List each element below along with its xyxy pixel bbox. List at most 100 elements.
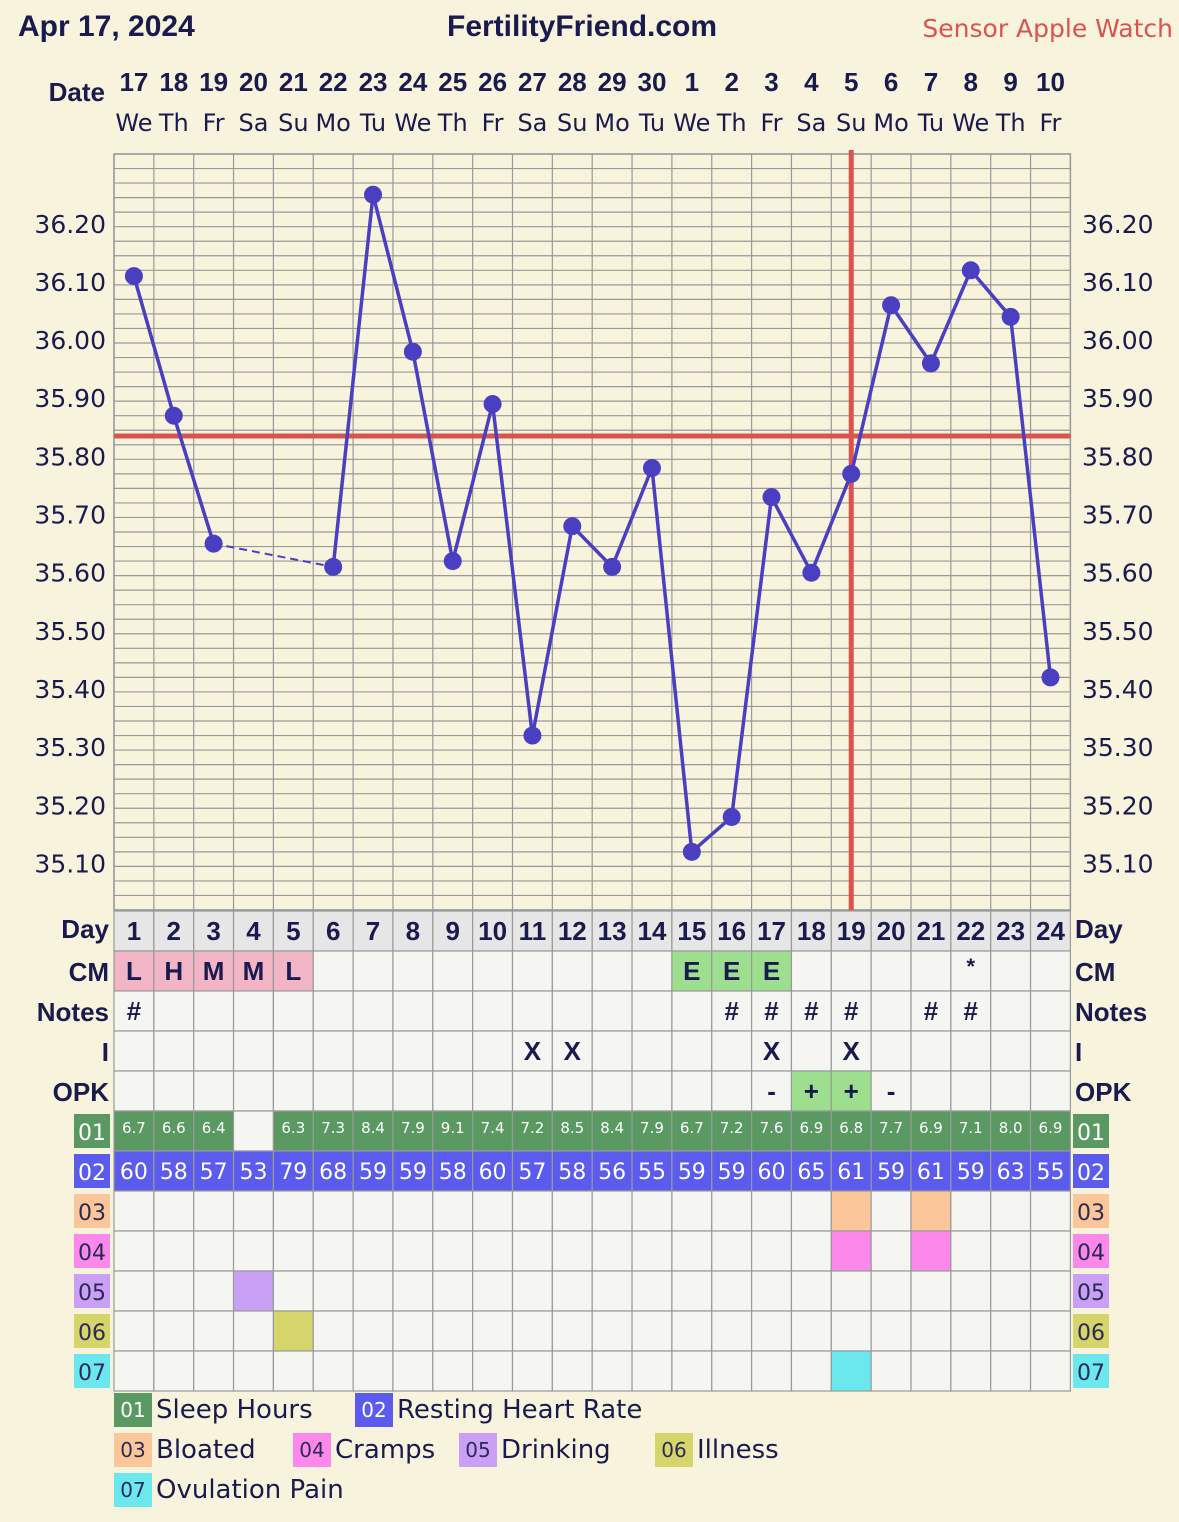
sleep-cell <box>950 1110 992 1152</box>
temp-segment <box>650 467 694 853</box>
rhr-value: 79 <box>279 1160 307 1185</box>
symptom-cell <box>113 1190 155 1232</box>
symptom-cell <box>790 1190 832 1232</box>
symptom-cell <box>193 1270 235 1312</box>
symptom-cell <box>551 1190 593 1232</box>
cm-value: H <box>164 956 183 986</box>
symptom-cell <box>950 1230 992 1272</box>
temp-point <box>1001 307 1020 326</box>
legend-swatch: 05 <box>459 1433 497 1467</box>
symptom-code-right <box>1073 1354 1109 1388</box>
opk-value: + <box>804 1076 819 1106</box>
intercourse-value: X <box>524 1036 542 1066</box>
cycle-day-label: 17 <box>757 916 786 946</box>
date-label: 24 <box>398 67 427 97</box>
rhr-cell <box>830 1150 872 1192</box>
symptom-cell <box>432 1190 474 1232</box>
intercourse-cell <box>631 1030 673 1072</box>
intercourse-value: X <box>763 1036 781 1066</box>
symptom-cell <box>711 1350 753 1392</box>
legend-label: Bloated <box>156 1435 256 1465</box>
weekday-label: We <box>394 109 431 137</box>
cycle-day-label: 15 <box>677 916 706 946</box>
cm-cell <box>711 950 753 992</box>
symptom-cell <box>990 1270 1032 1312</box>
weekday-label: Fr <box>1040 109 1062 137</box>
weekday-label: Mo <box>873 109 908 137</box>
symptom-cell <box>671 1310 713 1352</box>
intercourse-cell <box>472 1030 514 1072</box>
cm-cell <box>511 950 553 992</box>
notes-cell <box>352 990 394 1032</box>
date-label: 2 <box>724 67 738 97</box>
cm-value: E <box>683 956 700 986</box>
opk-cell <box>910 1070 952 1112</box>
symptom-cell <box>671 1230 713 1272</box>
symptom-cell <box>153 1350 195 1392</box>
date-label: 1 <box>685 67 699 97</box>
intercourse-cell <box>990 1030 1032 1072</box>
day-cell <box>551 910 593 952</box>
cm-cell <box>671 950 713 992</box>
intercourse-cell <box>790 1030 832 1072</box>
intercourse-cell <box>153 1030 195 1072</box>
intercourse-cell <box>272 1030 314 1072</box>
cm-value: M <box>203 956 225 986</box>
notes-cell <box>272 990 314 1032</box>
intercourse-cell <box>193 1030 235 1072</box>
symptom-cell <box>750 1270 793 1312</box>
notes-cell <box>631 990 673 1032</box>
sensor-label: Sensor Apple Watch <box>922 14 1173 43</box>
symptom-cell <box>392 1270 434 1312</box>
weekday-label: Th <box>995 109 1026 137</box>
temp-point <box>802 563 821 582</box>
symptom-code-right <box>1073 1314 1109 1348</box>
symptom-cell <box>352 1350 394 1392</box>
symptom-cell <box>631 1310 673 1352</box>
cm-row-label-left: CM <box>69 957 109 987</box>
y-tick-label-right: 35.40 <box>1082 675 1154 704</box>
symptom-cell <box>511 1230 553 1272</box>
rhr-value: 58 <box>439 1160 467 1185</box>
temp-segment <box>610 467 654 568</box>
sleep-value: 7.7 <box>879 1119 903 1137</box>
symptom-cell <box>790 1270 832 1312</box>
legend-item: 07 Ovulation Pain <box>114 1472 344 1508</box>
rhr-cell <box>591 1150 633 1192</box>
temp-point <box>762 488 781 507</box>
temp-point <box>603 557 622 576</box>
symptom-cell <box>870 1350 912 1392</box>
intercourse-cell <box>910 1030 952 1072</box>
cm-cell <box>631 950 673 992</box>
day-cell <box>990 910 1032 952</box>
symptom-cell <box>631 1190 673 1232</box>
temp-point <box>364 185 383 204</box>
symptom-cell <box>511 1310 553 1352</box>
symptom-cell <box>631 1350 673 1392</box>
weekday-label: Th <box>716 109 747 137</box>
symptom-cell <box>113 1230 155 1272</box>
date-label: 27 <box>518 67 547 97</box>
rhr-cell <box>551 1150 593 1192</box>
symptom-cell <box>392 1310 434 1352</box>
date-label: 26 <box>478 67 507 97</box>
opk-cell <box>870 1070 912 1112</box>
y-tick-label-right: 35.90 <box>1082 384 1154 413</box>
symptom-code-left-text: 04 <box>78 1241 106 1266</box>
sleep-cell <box>113 1110 155 1152</box>
sleep-value: 8.0 <box>999 1119 1023 1137</box>
symptom-cell <box>193 1190 235 1232</box>
intercourse-cell <box>671 1030 713 1072</box>
symptom-cell <box>551 1350 593 1392</box>
opk-value: - <box>767 1076 776 1106</box>
opk-cell <box>551 1070 593 1112</box>
sleep-value: 8.5 <box>560 1119 584 1137</box>
symptom-cell <box>193 1310 235 1352</box>
rhr-value: 59 <box>399 1160 427 1185</box>
day-cell <box>232 910 275 952</box>
sleep-value: 7.4 <box>481 1119 505 1137</box>
notes-cell <box>551 990 593 1032</box>
y-tick-label-left: 36.10 <box>34 268 106 297</box>
opk-cell <box>671 1070 713 1112</box>
temp-segment <box>889 304 933 365</box>
